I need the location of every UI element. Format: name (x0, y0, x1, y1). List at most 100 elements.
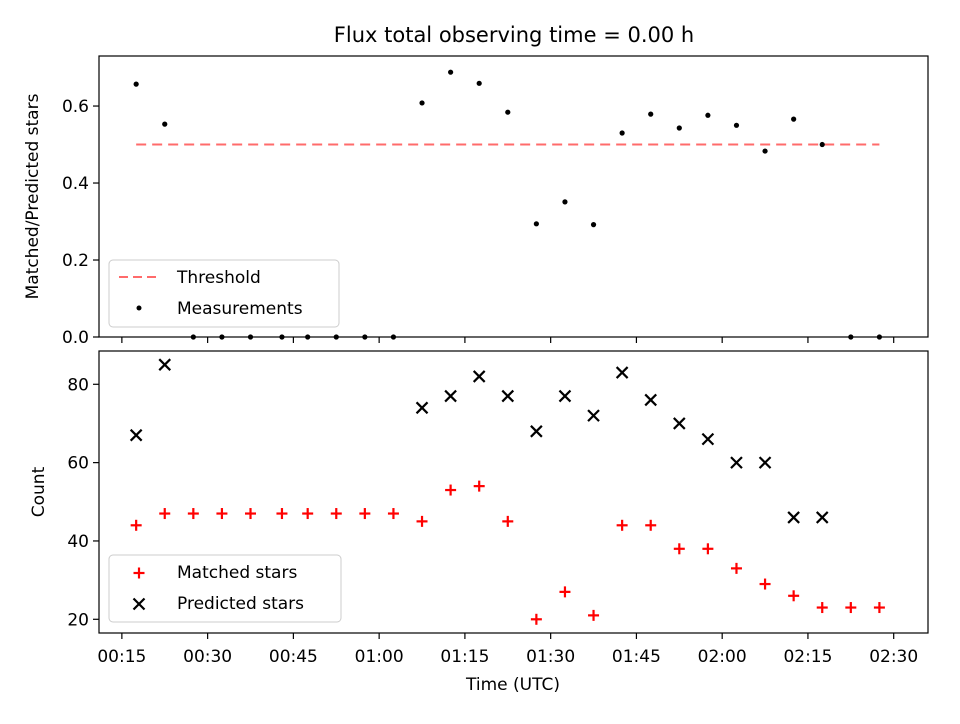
legend-predicted-marker-b (132, 597, 146, 611)
bottom-x-tick-label: 00:15 (97, 647, 146, 667)
legend-matched-marker (133, 567, 145, 579)
legend-threshold-label: Threshold (176, 268, 261, 288)
predicted-point-b (501, 389, 515, 403)
legend-measurements-label: Measurements (177, 299, 303, 319)
bottom-x-tick-label: 02:30 (869, 647, 918, 667)
legend-matched-label: Matched stars (177, 563, 297, 583)
predicted-point-b (472, 370, 486, 383)
matched-point (216, 508, 228, 520)
predicted-point-b (644, 393, 657, 407)
measurement-point (676, 125, 682, 131)
predicted-point-b (129, 428, 143, 442)
top-y-tick-label: 0.0 (62, 328, 89, 348)
measurement-point (705, 112, 711, 118)
predicted-point (673, 417, 686, 430)
bottom-y-tick-label: 20 (67, 610, 89, 630)
predicted-point (787, 511, 800, 524)
matched-point (445, 484, 457, 496)
matched-point (845, 602, 857, 614)
bottom-y-tick-label: 80 (67, 375, 89, 395)
matched-point (159, 508, 171, 520)
measurement-point (819, 141, 825, 148)
legend-measurements-swatch (136, 305, 142, 311)
matched-point (330, 508, 342, 520)
matched-stars-points (130, 480, 885, 625)
top-y-tick-label: 0.4 (62, 174, 89, 194)
matched-point (276, 508, 288, 520)
legend-predicted-label: Predicted stars (177, 594, 304, 614)
predicted-point-b (701, 432, 715, 446)
top-legend: Threshold Measurements (108, 259, 340, 328)
bottom-x-tick-label: 02:00 (698, 647, 747, 667)
bottom-x-tick-label: 00:45 (269, 647, 318, 667)
x-axis-label: Time (UTC) (465, 675, 560, 695)
top-panel: 0.0 0.2 0.4 0.6 Matched/Predicted stars Thr… (23, 55, 929, 348)
bottom-x-tick-label: 02:15 (783, 647, 832, 667)
predicted-point (644, 393, 657, 407)
matched-point (730, 562, 742, 574)
matched-point (816, 602, 828, 614)
bottom-y-tick-label: 60 (67, 454, 89, 474)
bottom-axes-frame (98, 350, 929, 634)
predicted-point (758, 456, 772, 469)
predicted-point-b (158, 358, 172, 371)
measurement-point (133, 81, 139, 87)
matched-point (130, 519, 142, 531)
measurement-point (162, 121, 168, 127)
measurement-point (562, 199, 568, 205)
predicted-point-b (558, 389, 572, 403)
measurement-point (419, 100, 425, 106)
legend-predicted-marker (132, 597, 146, 611)
predicted-point-b (787, 511, 800, 524)
matched-point (702, 543, 714, 555)
matched-point (530, 613, 542, 625)
top-axes-frame (98, 55, 929, 338)
matched-point (588, 609, 600, 621)
matched-point (616, 519, 628, 531)
measurement-point (590, 222, 597, 228)
predicted-point (530, 425, 543, 438)
chart-title: Flux total observing time = 0.00 h (334, 23, 694, 47)
matched-point (873, 602, 885, 614)
matched-point (387, 508, 399, 520)
matched-point (359, 508, 371, 520)
bottom-x-tick-label: 01:15 (440, 647, 489, 667)
bottom-x-tick-label: 01:00 (355, 647, 404, 667)
top-y-tick-label: 0.2 (62, 251, 89, 271)
predicted-point-b (587, 409, 600, 422)
matched-point (673, 543, 685, 555)
bottom-y-ticks: 20 40 60 80 (67, 375, 99, 630)
bottom-x-ticks: 00:15 00:30 00:45 01:00 01:15 01:30 01:45 02:00… (97, 633, 918, 667)
matched-point (759, 578, 771, 590)
measurement-point (762, 148, 768, 154)
predicted-point-b (615, 366, 629, 379)
top-y-axis-label: Matched/Predicted stars (23, 93, 43, 299)
predicted-point (587, 409, 600, 422)
predicted-point (558, 389, 572, 403)
matched-point (473, 480, 485, 492)
bottom-legend-box (108, 554, 342, 623)
matched-point (559, 586, 571, 598)
predicted-point (815, 511, 829, 524)
matched-point (645, 519, 657, 531)
predicted-point (158, 358, 172, 371)
predicted-point (730, 456, 743, 469)
bottom-x-tick-label: 01:45 (612, 647, 661, 667)
predicted-point-b (730, 456, 743, 469)
predicted-point (701, 432, 715, 446)
measurement-point (505, 109, 511, 115)
predicted-point-b (415, 401, 429, 415)
matched-point (187, 508, 199, 520)
matched-point (502, 515, 514, 527)
matched-point (416, 515, 428, 527)
top-x-ticks (121, 337, 895, 343)
predicted-point-b (673, 417, 686, 430)
predicted-point (129, 428, 143, 442)
predicted-point (415, 401, 429, 415)
top-y-tick-label: 0.6 (62, 97, 89, 117)
bottom-x-tick-label: 00:30 (183, 647, 232, 667)
measurement-point (619, 130, 625, 136)
predicted-point-b (530, 425, 543, 438)
